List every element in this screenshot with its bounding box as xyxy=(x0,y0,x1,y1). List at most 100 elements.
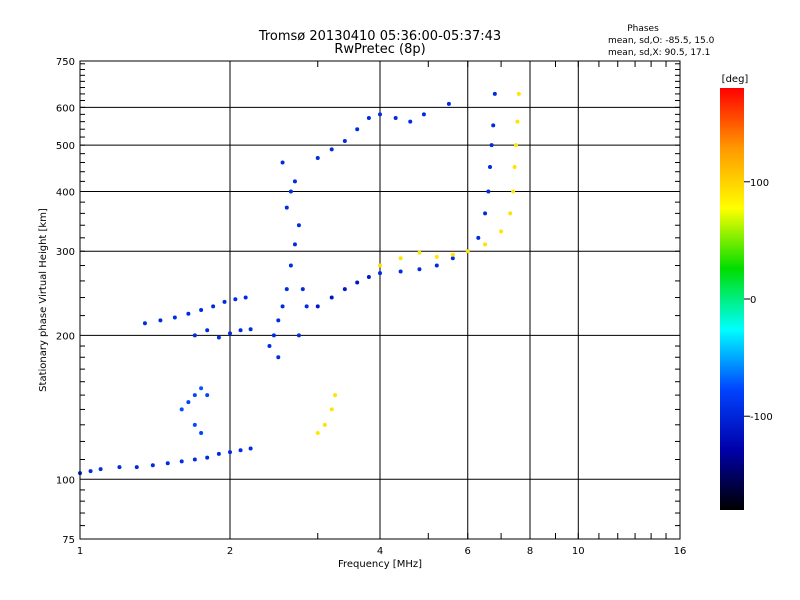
colorbar-gradient xyxy=(720,88,744,510)
data-point xyxy=(315,304,320,309)
y-tick-label: 600 xyxy=(56,103,75,114)
data-point xyxy=(192,457,197,462)
y-tick-label: 75 xyxy=(62,535,75,546)
data-point xyxy=(333,393,338,398)
data-point xyxy=(158,318,163,323)
y-tick-label: 400 xyxy=(56,187,75,198)
data-point xyxy=(284,287,289,292)
data-point xyxy=(465,249,470,254)
data-point xyxy=(476,235,481,240)
data-point xyxy=(378,271,382,276)
data-point xyxy=(205,328,210,333)
data-point xyxy=(186,400,191,405)
data-point xyxy=(393,115,398,120)
x-tick-label: 6 xyxy=(465,546,471,557)
y-tick-label: 750 xyxy=(56,57,75,68)
y-axis-ticks: 75 100 200 300 400 500 600 750 xyxy=(56,57,680,546)
colorbar-tick-label: -100 xyxy=(750,412,773,423)
data-point xyxy=(315,430,320,435)
data-point xyxy=(228,450,232,455)
data-point xyxy=(355,280,360,285)
x-axis-ticks: 1 2 4 6 8 10 16 xyxy=(77,61,686,557)
data-point xyxy=(483,211,488,216)
data-point xyxy=(199,386,204,391)
y-tick-label: 500 xyxy=(56,141,75,152)
data-point xyxy=(483,242,488,247)
data-point xyxy=(508,211,513,216)
data-point xyxy=(199,430,204,435)
data-point xyxy=(267,344,272,349)
data-points xyxy=(78,91,521,476)
grid xyxy=(80,61,680,539)
data-point xyxy=(248,327,253,332)
data-point xyxy=(315,156,320,161)
y-tick-label: 100 xyxy=(56,475,75,486)
data-point xyxy=(98,467,103,472)
data-point xyxy=(342,139,347,144)
legend-line-x: mean, sd,X: 90.5, 17.1 xyxy=(608,48,710,58)
data-point xyxy=(450,256,455,261)
colorbar-ticks: 100 0 -100 xyxy=(744,178,773,423)
data-point xyxy=(499,229,504,234)
data-point xyxy=(165,461,170,466)
data-point xyxy=(222,299,227,304)
data-point xyxy=(179,459,184,464)
data-point xyxy=(192,333,197,338)
data-point xyxy=(511,189,516,194)
data-point xyxy=(488,165,493,170)
data-point xyxy=(296,333,301,338)
data-point xyxy=(238,448,243,453)
data-point xyxy=(515,119,520,124)
data-point xyxy=(329,147,334,152)
data-point xyxy=(450,252,455,257)
legend-line-o: mean, sd,O: -85.5, 15.0 xyxy=(608,36,715,46)
data-point xyxy=(142,321,147,326)
data-point xyxy=(150,463,155,468)
data-point xyxy=(284,205,289,210)
data-point xyxy=(492,91,497,96)
data-point xyxy=(288,189,293,194)
data-point xyxy=(192,393,197,398)
legend: Phases mean, sd,O: -85.5, 15.0 mean, sd,… xyxy=(608,24,715,58)
data-point xyxy=(292,242,297,247)
data-point xyxy=(516,91,521,96)
data-point xyxy=(398,269,403,274)
data-point xyxy=(134,465,139,470)
chart-title: Tromsø 20130410 05:36:00-05:37:43 xyxy=(258,29,501,44)
data-point xyxy=(329,295,334,300)
data-point xyxy=(355,127,360,132)
data-point xyxy=(304,304,309,309)
data-point xyxy=(491,123,496,128)
x-tick-label: 8 xyxy=(527,546,533,557)
data-point xyxy=(398,256,403,261)
y-tick-label: 300 xyxy=(56,247,75,258)
x-tick-label: 4 xyxy=(377,546,383,557)
data-point xyxy=(421,112,426,117)
x-tick-label: 1 xyxy=(77,546,83,557)
data-point xyxy=(199,308,204,313)
x-tick-label: 10 xyxy=(572,546,585,557)
data-point xyxy=(248,446,253,451)
data-point xyxy=(322,422,327,427)
data-point xyxy=(117,465,122,470)
data-point xyxy=(186,311,191,316)
data-point xyxy=(216,451,221,456)
data-point xyxy=(378,112,382,117)
data-point xyxy=(288,263,293,268)
data-point xyxy=(238,328,243,333)
data-point xyxy=(417,267,422,272)
data-point xyxy=(228,331,232,336)
data-point xyxy=(434,254,439,259)
data-point xyxy=(233,297,238,302)
data-point xyxy=(211,304,216,309)
data-point xyxy=(329,407,334,412)
data-point xyxy=(486,189,491,194)
data-point xyxy=(296,223,301,228)
data-point xyxy=(417,250,422,255)
data-point xyxy=(514,143,519,148)
data-point xyxy=(366,274,371,279)
data-point xyxy=(192,422,197,427)
data-point xyxy=(276,318,281,323)
data-point xyxy=(292,179,297,184)
